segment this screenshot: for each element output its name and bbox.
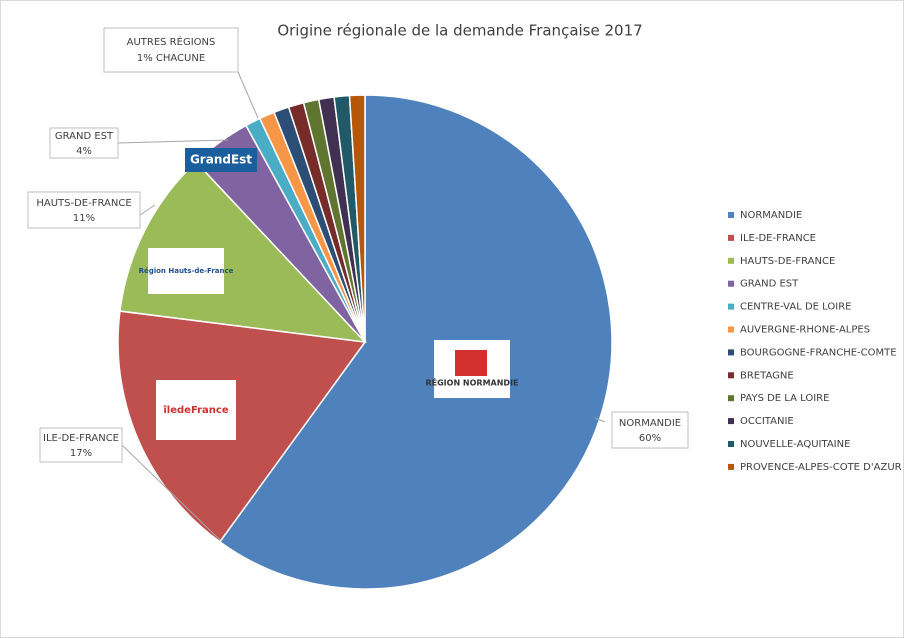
- logo: [156, 380, 236, 440]
- pie-slice: [218, 94, 613, 590]
- data-label-box: [39, 427, 123, 463]
- legend-label: NORMANDIE: [740, 210, 802, 221]
- legend-label: NOUVELLE-AQUITAINE: [740, 439, 850, 450]
- annotation: AUTRES RÉGIONS: [127, 35, 216, 48]
- logo: [148, 248, 224, 294]
- leader-line: [139, 204, 156, 216]
- legend-swatch: [728, 303, 734, 310]
- legend-swatch: [728, 441, 734, 447]
- data-label-name: GRAND EST: [55, 131, 114, 142]
- legend-label: ILE-DE-FRANCE: [740, 233, 816, 244]
- legend-label: GRAND EST: [740, 279, 799, 290]
- legend-label: CENTRE-VAL DE LOIRE: [740, 302, 851, 313]
- legend-label: OCCITANIE: [740, 416, 794, 427]
- data-label-value: 17%: [70, 448, 92, 459]
- pie-slice: [117, 310, 367, 543]
- logo-text: Région Hauts-de-France: [139, 267, 234, 275]
- legend-swatch: [728, 395, 734, 402]
- legend-label: AUVERGNE-RHONE-ALPES: [740, 325, 870, 336]
- data-label-value: 60%: [639, 433, 661, 444]
- data-label-name: HAUTS-DE-FRANCE: [36, 198, 131, 209]
- legend-label: PROVENCE-ALPES-COTE D'AZUR: [740, 462, 902, 473]
- data-label-value: 11%: [73, 213, 95, 224]
- pie-slice: [348, 94, 366, 343]
- legend-swatch: [728, 280, 734, 287]
- leader-line: [117, 139, 229, 144]
- data-label-value: 4%: [76, 146, 92, 157]
- data-label-box: [27, 191, 141, 229]
- logo-text: GrandEst: [190, 153, 252, 167]
- logo: [185, 148, 257, 172]
- legend-label: HAUTS-DE-FRANCE: [740, 256, 835, 267]
- legend-swatch: [728, 349, 734, 356]
- data-label-name: NORMANDIE: [619, 418, 681, 429]
- legend-swatch: [728, 372, 734, 379]
- logo-text: RÉGION NORMANDIE: [425, 377, 518, 388]
- leader-line: [237, 71, 259, 119]
- data-label-box: [49, 127, 119, 159]
- legend-label: PAYS DE LA LOIRE: [740, 393, 829, 404]
- legend-swatch: [728, 418, 734, 425]
- chart-title: Origine régionale de la demande Français…: [277, 22, 642, 40]
- leader-line: [594, 417, 606, 423]
- legend-swatch: [728, 234, 734, 241]
- annotation-box: [103, 27, 239, 73]
- leader-line: [121, 444, 221, 541]
- legend-swatch: [728, 326, 734, 333]
- annotation: 1% CHACUNE: [137, 53, 205, 64]
- legend-label: BRETAGNE: [740, 370, 794, 381]
- legend-label: BOURGOGNE-FRANCHE-COMTE: [740, 347, 897, 358]
- legend-swatch: [728, 463, 734, 470]
- legend-swatch: [728, 257, 734, 264]
- data-label-name: ILE-DE-FRANCE: [43, 433, 119, 444]
- logo-emblem: [455, 350, 487, 376]
- data-label-box: [611, 411, 689, 449]
- logo-text: îledeFrance: [162, 404, 228, 416]
- legend-swatch: [728, 212, 734, 218]
